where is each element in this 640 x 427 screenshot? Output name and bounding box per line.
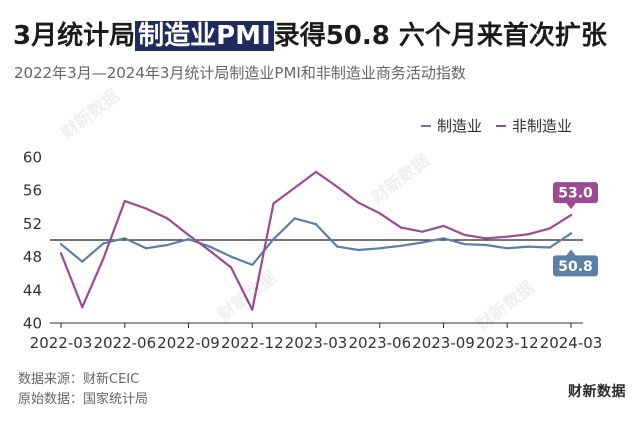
y-tick-label: 40 (23, 315, 42, 333)
legend-swatch-non-manufacturing (495, 125, 506, 127)
x-tick-label: 2023-09 (412, 334, 475, 352)
data-point-2-2022-03 (59, 252, 63, 255)
title-text-post: 录得50.8 六个月来首次扩张 (273, 21, 607, 51)
data-point-1-2022-05 (102, 242, 105, 245)
data-point-1-2022-09 (187, 238, 190, 241)
data-point-2-2024-03 (569, 214, 573, 217)
x-tick-label: 2022-09 (157, 334, 220, 352)
end-label-2: 53.0 (553, 182, 598, 210)
data-point-2-2023-02 (293, 186, 296, 189)
data-point-1-2023-02 (293, 217, 296, 220)
data-point-1-2023-09 (442, 237, 445, 240)
x-tick-label: 2022-12 (221, 334, 284, 352)
data-point-2-2023-05 (357, 201, 360, 204)
data-point-1-2023-06 (378, 247, 381, 250)
end-label-text: 50.8 (558, 259, 593, 275)
legend-swatch-manufacturing (420, 125, 431, 127)
data-point-2-2022-09 (187, 233, 190, 237)
data-point-2-2022-06 (123, 199, 126, 203)
data-point-1-2022-06 (123, 237, 126, 240)
y-tick-label: 52 (23, 215, 42, 233)
data-point-2-2023-03 (314, 170, 318, 173)
data-point-1-2022-10 (208, 245, 211, 248)
chart-legend: 制造业 非制造业 (420, 116, 572, 136)
x-axis: 2022-03 2022-06 2022-09 2022-12 2023-03 2023-… (30, 322, 603, 352)
data-point-2-2023-11 (484, 237, 488, 240)
data-point-2-2023-12 (506, 235, 509, 238)
data-point-1-2022-12 (251, 263, 254, 266)
series-1 (59, 217, 573, 266)
data-point-2-2023-04 (336, 185, 339, 188)
x-tick-label: 2023-06 (348, 334, 411, 352)
data-point-2-2022-10 (208, 249, 211, 252)
y-tick-label: 56 (23, 182, 42, 200)
x-tick-label: 2022-03 (30, 334, 93, 352)
series-2 (59, 170, 573, 311)
data-point-1-2023-10 (463, 243, 466, 246)
end-label-1: 50.8 (553, 249, 598, 277)
x-tick-label: 2023-03 (285, 334, 348, 352)
x-tick-label: 2024-03 (540, 334, 603, 352)
data-point-2-2024-01 (527, 233, 530, 236)
data-point-1-2023-05 (357, 248, 360, 252)
data-point-1-2022-08 (166, 243, 169, 247)
data-point-2-2023-10 (463, 233, 466, 237)
title-highlight: 制造业PMI (135, 21, 274, 51)
series-line-1 (59, 217, 573, 266)
chart-subtitle: 2022年3月—2024年3月统计局制造业PMI和非制造业商务活动指数 (14, 64, 466, 82)
end-label-text: 53.0 (558, 186, 593, 202)
data-point-1-2022-03 (59, 243, 63, 246)
end-label-pointer (566, 249, 576, 256)
legend-item-non-manufacturing: 非制造业 (495, 116, 572, 136)
data-point-1-2023-04 (336, 245, 339, 248)
raw-data-source-note: 原始数据：国家统计局 (18, 392, 149, 407)
data-point-2-2022-12 (251, 308, 254, 311)
x-tick-label: 2023-12 (476, 334, 539, 352)
data-point-1-2023-07 (399, 244, 403, 247)
data-source-note: 数据来源：财新CEIC (18, 372, 140, 387)
data-point-1-2023-03 (314, 223, 318, 226)
data-point-2-2024-02 (548, 227, 551, 230)
y-tick-label: 48 (23, 248, 42, 266)
data-point-2-2023-06 (378, 212, 381, 215)
y-tick-label: 44 (23, 281, 42, 299)
data-point-2-2022-08 (166, 217, 169, 220)
series-line-2 (59, 170, 573, 311)
brand-logo: 财新数据 (568, 384, 626, 400)
chart-title: 3月统计局 制造业PMI 录得50.8 六个月来首次扩张 (13, 19, 607, 53)
data-point-1-2024-02 (548, 246, 551, 249)
data-point-2-2023-07 (399, 226, 403, 229)
data-point-1-2023-01 (272, 238, 275, 241)
end-label-box (553, 255, 598, 277)
data-point-1-2023-08 (421, 241, 424, 244)
data-point-1-2024-01 (527, 245, 530, 248)
data-point-2-2023-01 (272, 202, 275, 205)
data-point-2-2022-11 (229, 266, 233, 269)
data-point-2-2022-04 (81, 306, 84, 309)
legend-label-manufacturing: 制造业 (436, 117, 482, 135)
data-point-1-2022-07 (144, 247, 148, 250)
data-point-1-2022-11 (229, 255, 233, 258)
y-axis: 40 44 48 52 56 60 (23, 149, 42, 333)
title-text-pre: 3月统计局 (13, 21, 136, 51)
end-label-pointer (566, 202, 576, 210)
legend-label-non-manufacturing: 非制造业 (511, 117, 572, 135)
x-tick-label: 2022-06 (93, 334, 156, 352)
data-point-2-2022-05 (102, 257, 105, 260)
y-tick-label: 60 (23, 149, 42, 167)
data-point-1-2024-03 (569, 232, 573, 235)
end-label-box (553, 182, 598, 204)
data-point-1-2023-12 (506, 247, 509, 250)
data-point-1-2022-04 (81, 260, 84, 263)
data-point-2-2023-08 (421, 230, 424, 233)
data-point-2-2022-07 (144, 207, 148, 210)
data-point-2-2023-09 (442, 224, 445, 227)
data-point-1-2023-11 (484, 243, 488, 247)
legend-item-manufacturing: 制造业 (420, 116, 482, 136)
